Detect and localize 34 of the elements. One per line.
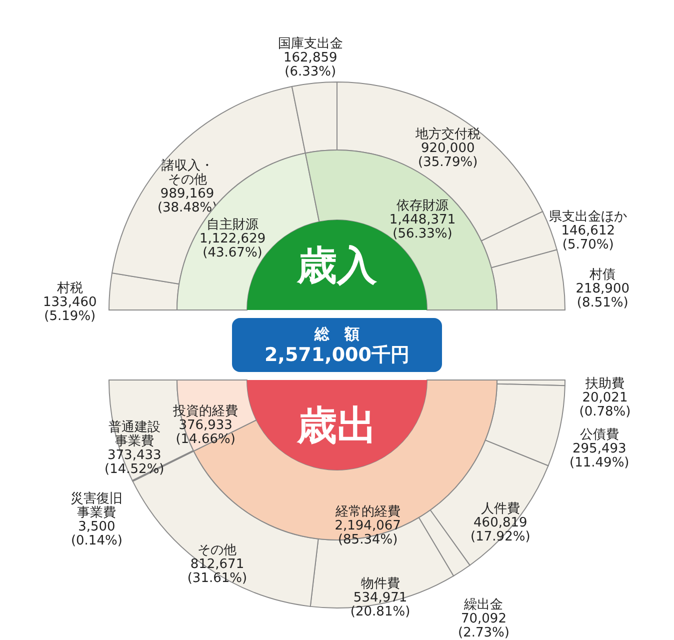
slice-label: 村債	[588, 267, 616, 282]
slice-label: 物件費	[360, 576, 400, 592]
slice-label: 繰出金	[463, 597, 504, 612]
slice-label: 公債費	[580, 428, 619, 443]
label-box: 総 額 2,571,000千円	[232, 318, 442, 372]
data-label: 376,933 (14.66%)	[176, 418, 236, 447]
slice-label: 経常的経費	[334, 504, 400, 520]
slice-label: 県支出金ほか	[549, 209, 628, 224]
slice-label: 扶助費	[584, 376, 624, 392]
slice-label: 村税	[56, 281, 83, 296]
data-label: 162,859 (6.33%)	[283, 50, 338, 80]
data-label: 20,021 (0.78%)	[579, 390, 631, 420]
slice-label: 普通建設事業費	[108, 419, 160, 450]
data-label: 218,900 (8.51%)	[576, 281, 630, 310]
data-label: 3,500 (0.14%)	[70, 520, 122, 549]
data-label: 373,433 (14.52%)	[104, 448, 164, 478]
slice-label: 災害復旧事業費	[70, 490, 123, 521]
data-label: 2,194,067 (85.34%)	[334, 518, 401, 548]
slice-label: 国庫支出金	[278, 35, 343, 52]
slice-label: 諸収入・その他	[161, 158, 214, 188]
slice-label: 人件費	[480, 502, 520, 517]
data-label: 812,671 (31.61%)	[187, 557, 248, 586]
data-label: 534,971 (20.81%)	[350, 590, 410, 620]
slice-label: その他	[198, 543, 237, 558]
slice-label: 依存財源	[396, 198, 449, 214]
data-label: 70,092 (2.73%)	[458, 611, 510, 640]
data-label: 295,493 (11.49%)	[570, 442, 630, 471]
data-label: 989,169 (38.48%)	[157, 186, 218, 216]
data-label: 920,000 (35.79%)	[418, 141, 478, 170]
data-label: 460,819 (17.92%)	[470, 516, 530, 545]
slice-label: 地方交付税	[414, 126, 480, 142]
data-label: 146,612 (5.70%)	[561, 223, 615, 252]
data-label: 133,460 (5.19%)	[43, 295, 97, 324]
slice-label: 投資的経費	[172, 404, 238, 419]
